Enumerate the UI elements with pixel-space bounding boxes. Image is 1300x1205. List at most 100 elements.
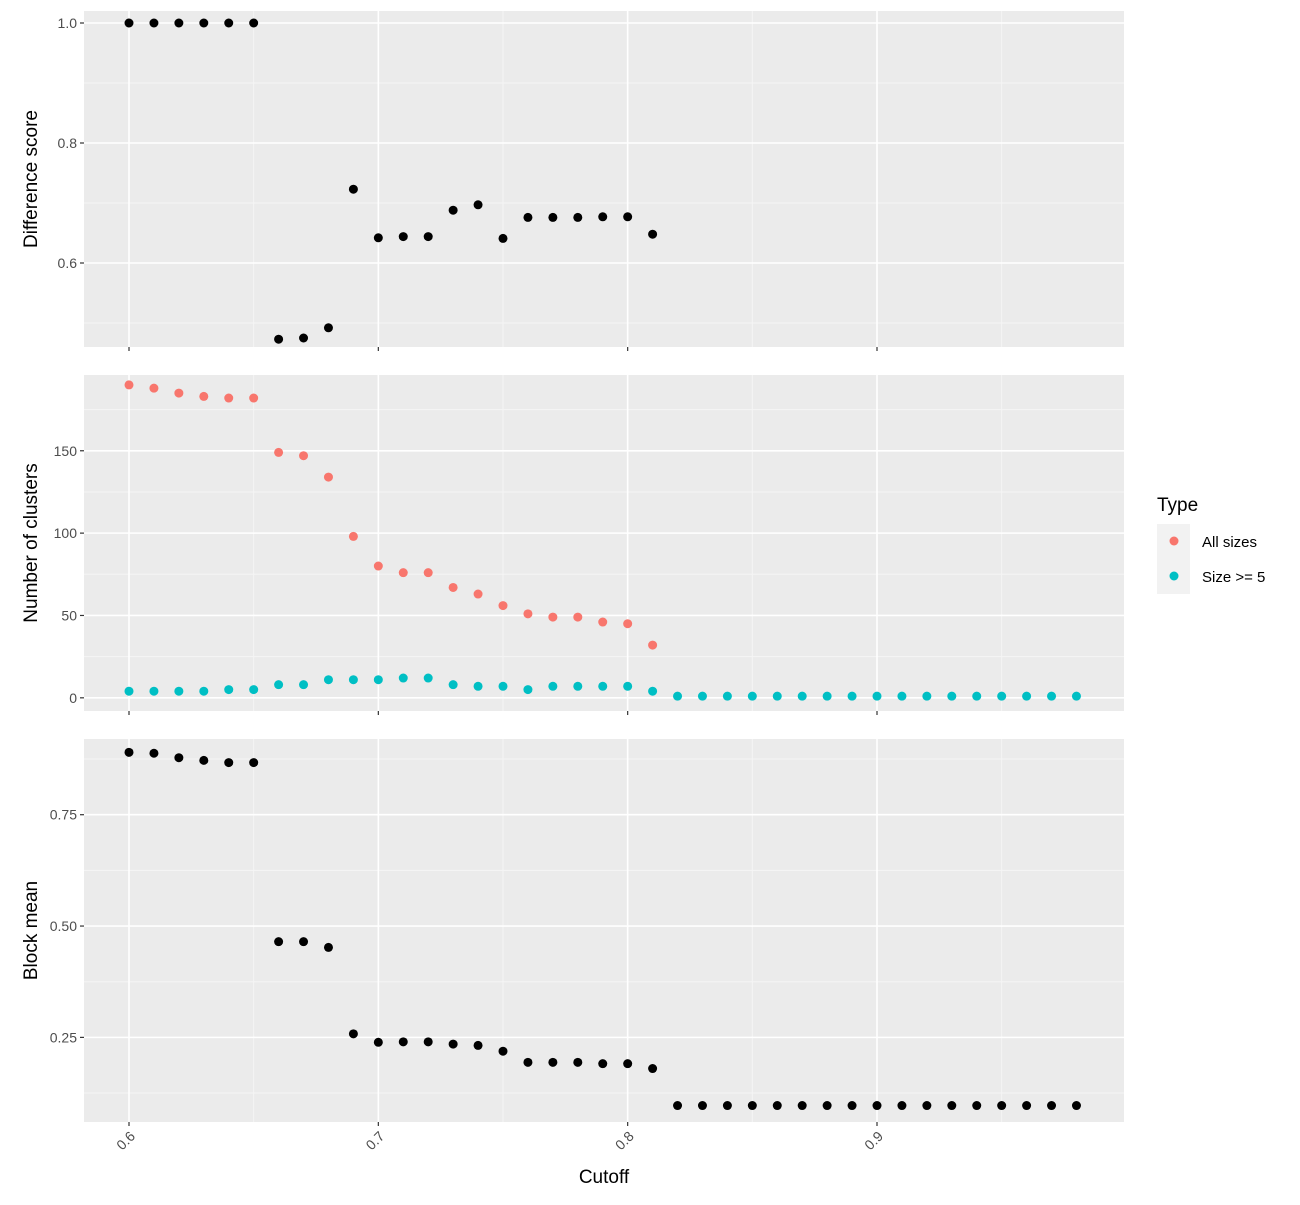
data-point — [997, 691, 1007, 701]
data-point — [822, 1101, 832, 1111]
data-point — [274, 447, 284, 457]
data-point — [772, 1101, 782, 1111]
data-point — [124, 380, 134, 390]
data-point — [323, 472, 333, 482]
data-point — [299, 451, 309, 461]
data-point — [398, 232, 408, 242]
data-point — [149, 686, 159, 696]
data-point — [922, 1101, 932, 1111]
y-tick-label: 0 — [69, 690, 77, 706]
x-tick-label: 0.8 — [612, 1128, 637, 1153]
data-point — [423, 232, 433, 242]
legend-label-all-sizes: All sizes — [1202, 534, 1257, 551]
data-point — [997, 1101, 1007, 1111]
panel-background — [84, 375, 1124, 711]
legend-title: Type — [1157, 495, 1198, 516]
data-point — [224, 685, 234, 695]
data-point — [548, 212, 558, 222]
data-point — [1071, 1101, 1081, 1111]
data-point — [847, 691, 857, 701]
series-0 — [124, 747, 1081, 1111]
data-point — [498, 1046, 508, 1056]
panel-background — [84, 11, 1124, 347]
y-tick-label: 1.0 — [58, 15, 78, 31]
y-tick-label: 0.50 — [50, 918, 77, 934]
data-point — [224, 18, 234, 28]
data-point — [548, 612, 558, 622]
legend-label-size-5: Size >= 5 — [1202, 569, 1265, 586]
data-point — [847, 1101, 857, 1111]
y-axis-title: Difference score — [21, 110, 42, 248]
data-point — [598, 212, 608, 222]
data-point — [648, 640, 658, 650]
data-point — [747, 1101, 757, 1111]
data-point — [1071, 691, 1081, 701]
y-tick-label: 0.25 — [50, 1029, 77, 1045]
data-point — [398, 568, 408, 578]
data-point — [249, 18, 259, 28]
data-point — [772, 691, 782, 701]
x-tick-label: 0.7 — [362, 1128, 387, 1153]
data-point — [1022, 1101, 1032, 1111]
data-point — [124, 686, 134, 696]
data-point — [573, 1057, 583, 1067]
data-point — [523, 609, 533, 619]
data-point — [498, 681, 508, 691]
panels: 0.6 0.8 1.0 Difference score 0 50 100 150 Number… — [21, 11, 1124, 1188]
legend-key-size-5 — [1169, 571, 1179, 581]
data-point — [623, 212, 633, 222]
data-point — [573, 612, 583, 622]
data-point — [124, 18, 134, 28]
data-point — [498, 601, 508, 611]
data-point — [523, 685, 533, 695]
data-point — [623, 1059, 633, 1069]
panel-top: 0.6 0.8 1.0 Difference score — [21, 11, 1124, 351]
data-point — [598, 681, 608, 691]
data-point — [623, 619, 633, 629]
data-point — [473, 681, 483, 691]
data-point — [498, 233, 508, 243]
data-point — [473, 200, 483, 210]
legend-key-all-sizes — [1169, 536, 1179, 546]
data-point — [523, 212, 533, 222]
data-point — [124, 747, 134, 757]
y-tick-label: 0.6 — [58, 255, 78, 271]
data-point — [548, 1057, 558, 1067]
data-point — [448, 205, 458, 215]
panel-background — [84, 739, 1124, 1122]
data-point — [648, 229, 658, 239]
legend: Type All sizes Size >= 5 — [1157, 495, 1265, 594]
data-point — [348, 531, 358, 541]
data-point — [473, 1040, 483, 1050]
y-tick-label: 50 — [61, 607, 77, 623]
series-0 — [124, 18, 658, 344]
series-0 — [124, 380, 658, 650]
data-point — [249, 758, 259, 768]
data-point — [299, 333, 309, 343]
data-point — [373, 561, 383, 571]
data-point — [149, 18, 159, 28]
x-axis-title: Cutoff — [579, 1167, 630, 1188]
data-point — [199, 755, 209, 765]
data-point — [373, 233, 383, 243]
y-tick-label: 0.8 — [58, 135, 78, 151]
data-point — [448, 582, 458, 592]
data-point — [174, 753, 184, 763]
data-point — [299, 680, 309, 690]
data-point — [348, 184, 358, 194]
data-point — [323, 323, 333, 333]
data-point — [648, 686, 658, 696]
data-point — [697, 1101, 707, 1111]
data-point — [199, 18, 209, 28]
data-point — [623, 681, 633, 691]
data-point — [722, 691, 732, 701]
data-point — [199, 391, 209, 401]
data-point — [149, 383, 159, 393]
data-point — [822, 691, 832, 701]
x-tick-label: 0.9 — [861, 1128, 886, 1153]
data-point — [548, 681, 558, 691]
series-1 — [124, 673, 1081, 701]
data-point — [947, 691, 957, 701]
y-tick-label: 0.75 — [50, 807, 77, 823]
